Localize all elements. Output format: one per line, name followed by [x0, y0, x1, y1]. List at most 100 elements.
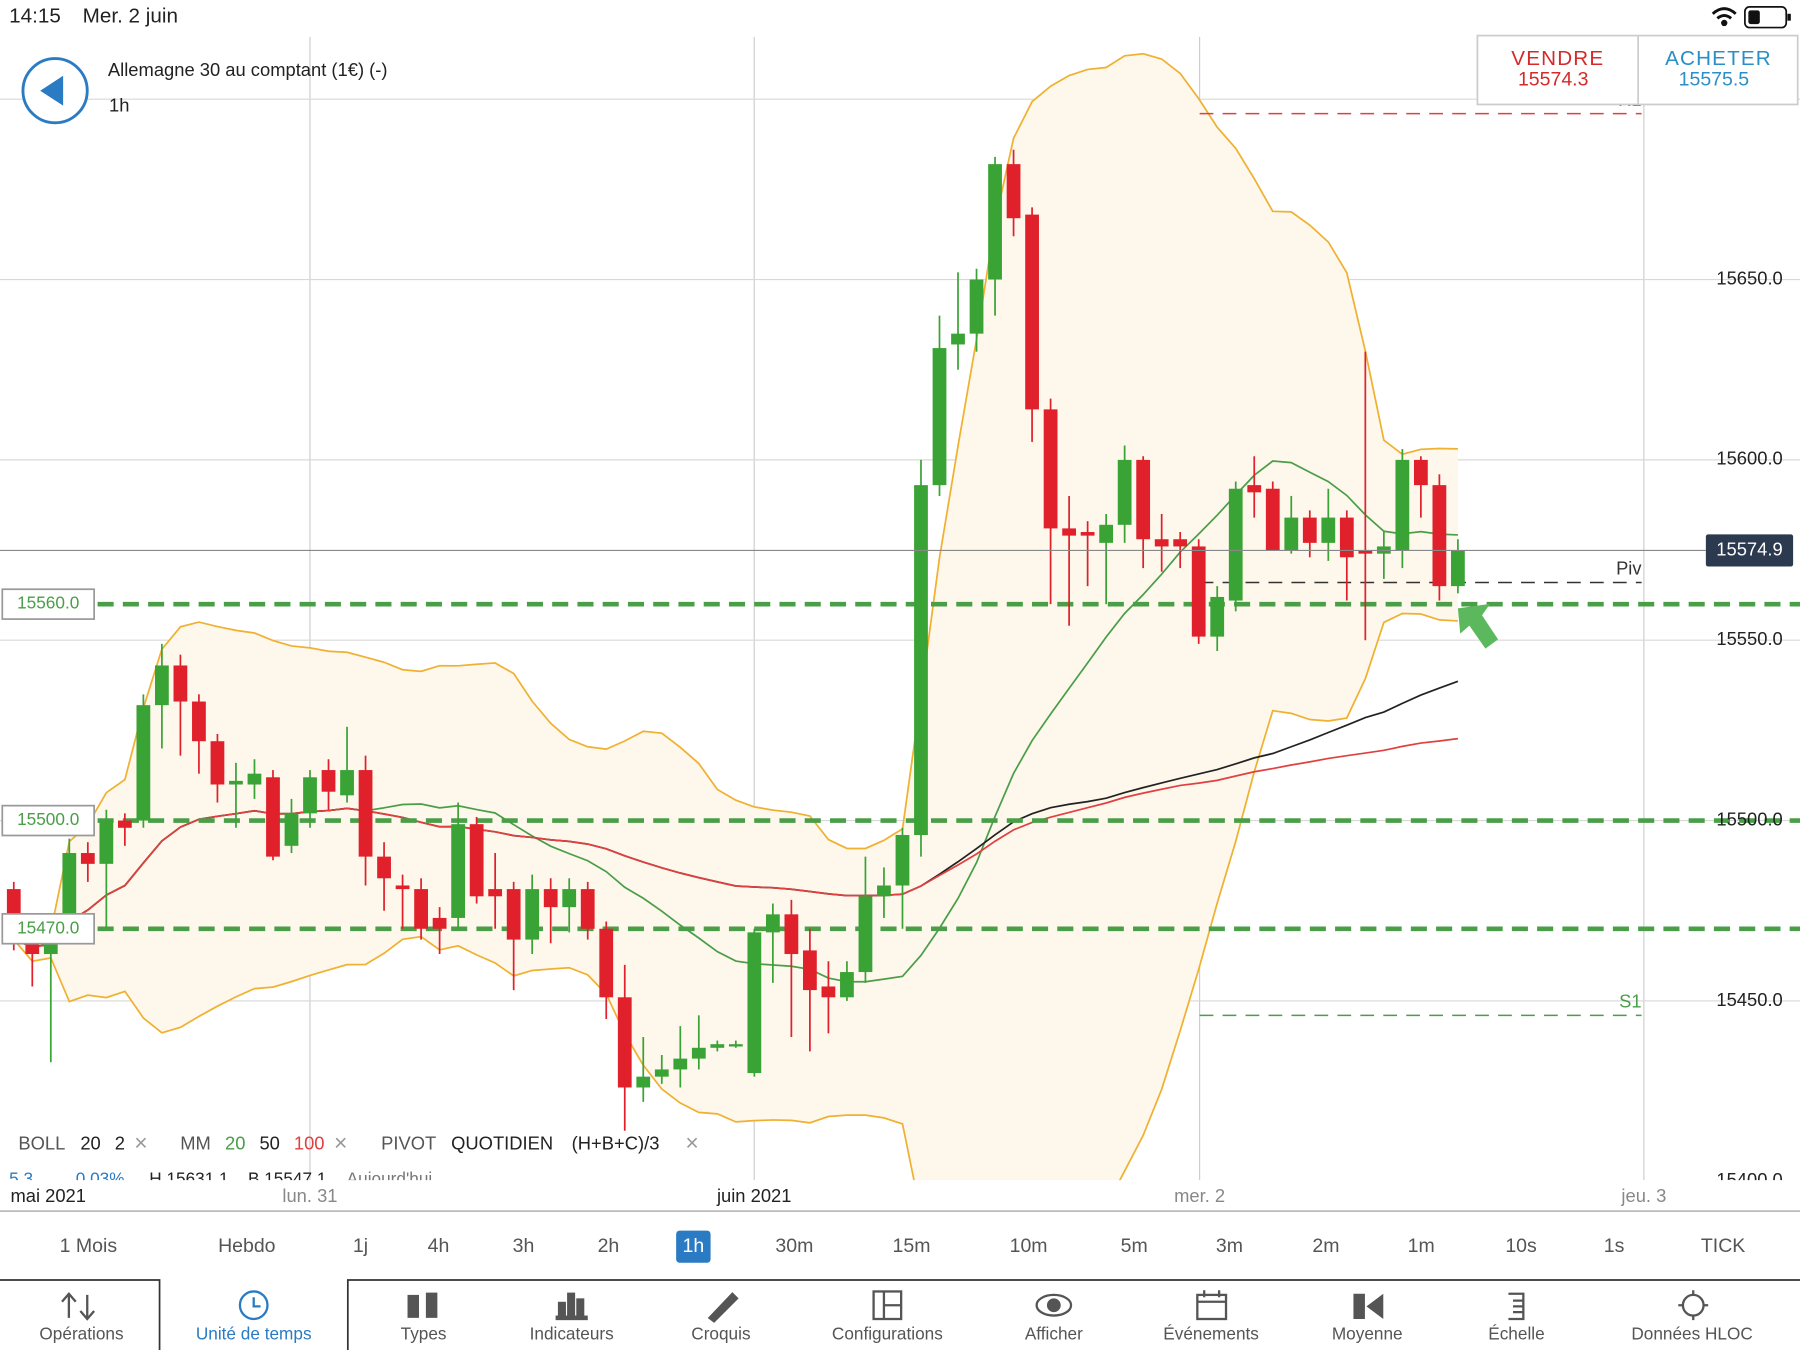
candle-body [747, 932, 762, 1074]
timeframe-label: 1h [109, 95, 129, 116]
candle-body [321, 770, 336, 792]
toolbar-label[interactable]: Événements [1163, 1324, 1259, 1344]
candle-body [877, 885, 891, 897]
candle-body [895, 834, 910, 886]
icon [1353, 1293, 1384, 1320]
timeframe-button[interactable]: 1m [1408, 1235, 1435, 1257]
y-tick-label: 15650.0 [1716, 267, 1782, 288]
axes: mai 2021 lun. 31 juin 2021 mer. 2 jeu. 3 1557… [1, 534, 1794, 1206]
timeframe-button[interactable]: 3h [513, 1235, 535, 1257]
toolbar-label[interactable]: Configurations [832, 1324, 943, 1344]
timeframe-label: 10s [1505, 1235, 1537, 1257]
pivot-name: PIVOT [381, 1132, 436, 1153]
timeframe-label: 1m [1408, 1235, 1435, 1257]
candle-body [1339, 517, 1354, 558]
timeframe-button[interactable]: 30m [775, 1235, 813, 1257]
ma-period: 20 [225, 1132, 245, 1153]
candle-body [1228, 488, 1243, 601]
timeframe-button[interactable]: Hebdo [218, 1235, 276, 1257]
candle-body [173, 665, 188, 702]
icon [1678, 1290, 1709, 1321]
timeframe-button[interactable]: 15m [893, 1235, 931, 1257]
timeframe-button[interactable]: 4h [428, 1235, 450, 1257]
candle-body [691, 1047, 706, 1059]
timeframe-button[interactable]: 2h [598, 1235, 620, 1257]
remove-icon[interactable]: × [334, 1130, 347, 1156]
candle-body [1321, 517, 1336, 543]
boll-period: 20 [80, 1132, 100, 1153]
plot-area: PivS1R115400.015450.015500.015550.015600… [0, 36, 1800, 1181]
back-button[interactable] [21, 57, 89, 125]
timeframe-bar: 1 Mois Hebdo 1j 4h 3h 2h 1h 30m 15m 10m 5m 3m 2m 1m 10… [60, 1230, 1745, 1263]
candle-body [1006, 164, 1021, 219]
toolbar-label[interactable]: Types [401, 1324, 447, 1344]
y-tick-label: 15550.0 [1716, 628, 1782, 649]
timeframe-label: 3h [513, 1235, 535, 1257]
candle-body [210, 741, 225, 785]
icon [555, 1292, 588, 1321]
toolbar-label[interactable]: Unité de temps [196, 1324, 312, 1344]
timeframe-button[interactable]: 1j [353, 1235, 368, 1257]
timeframe-button[interactable]: TICK [1701, 1235, 1745, 1257]
remove-icon[interactable]: × [685, 1130, 698, 1156]
timeframe-button[interactable]: 1h [676, 1230, 711, 1263]
toolbar-icons [61, 1290, 1709, 1323]
timeframe-button[interactable]: 2m [1312, 1235, 1339, 1257]
toolbar-border [0, 1279, 1800, 1350]
info-item: H 15631.1 [149, 1169, 228, 1189]
candle-body [1154, 539, 1169, 547]
current-price-tag [1705, 534, 1794, 567]
toolbar-label[interactable]: Opérations [39, 1324, 123, 1344]
candle-body [1043, 409, 1058, 529]
timeframe-button[interactable]: 5m [1121, 1235, 1148, 1257]
candle-body [840, 972, 854, 998]
toolbar-label[interactable]: Indicateurs [530, 1324, 614, 1344]
timeframe-button[interactable]: 10m [1010, 1235, 1048, 1257]
toolbar-label[interactable]: Afficher [1025, 1324, 1083, 1344]
buy-label: ACHETER [1665, 47, 1772, 70]
candle-body [580, 889, 595, 929]
toolbar-label[interactable]: Croquis [691, 1324, 750, 1344]
wifi-icon [1711, 7, 1737, 27]
ma-period: 50 [259, 1132, 279, 1153]
candle-body [488, 889, 503, 897]
candle-body [710, 1044, 725, 1048]
toolbar-label[interactable]: Moyenne [1332, 1324, 1403, 1344]
candle-body [1173, 539, 1188, 547]
toolbar-label[interactable]: Échelle [1488, 1324, 1544, 1344]
candle-body [1395, 459, 1410, 551]
buy-button[interactable]: ACHETER 15575.5 [1665, 47, 1772, 90]
timeframe-button[interactable]: 1 Mois [60, 1235, 118, 1257]
pivot-formula: (H+B+C)/3 [572, 1132, 660, 1153]
candle-body [1432, 485, 1447, 587]
timeframe-label: 15m [893, 1235, 931, 1257]
candle-body [599, 928, 614, 998]
icon [1508, 1292, 1525, 1321]
remove-icon[interactable]: × [134, 1130, 147, 1156]
info-item: 5.3 [9, 1169, 33, 1189]
candle-body [506, 889, 521, 940]
toolbar: Opérations Unité de temps Types Indicateurs… [39, 1324, 1752, 1344]
battery-icon [1744, 6, 1791, 29]
timeframe-button[interactable]: 10s [1505, 1235, 1537, 1257]
candle-body [1284, 517, 1299, 551]
toolbar-label[interactable]: Données HLOC [1631, 1324, 1752, 1344]
icon [707, 1292, 739, 1323]
icon [872, 1290, 903, 1321]
candle-body [469, 824, 484, 897]
x-tick-label: lun. 31 [282, 1185, 337, 1206]
candle-body [932, 348, 947, 486]
candle-body [136, 705, 151, 821]
bollinger-band [13, 612, 1458, 1181]
sell-button[interactable]: VENDRE 15574.3 [1511, 47, 1604, 90]
info-item: B 15547.1 [248, 1169, 326, 1189]
timeframe-label: 5m [1121, 1235, 1148, 1257]
timeframe-button[interactable]: 3m [1216, 1235, 1243, 1257]
timeframe-button[interactable]: 1s [1604, 1235, 1625, 1257]
timeframe-label: 10m [1010, 1235, 1048, 1257]
candle-body [266, 777, 280, 857]
candle-body [951, 333, 965, 345]
candle-body [1265, 488, 1280, 551]
level-tag [1, 912, 95, 945]
